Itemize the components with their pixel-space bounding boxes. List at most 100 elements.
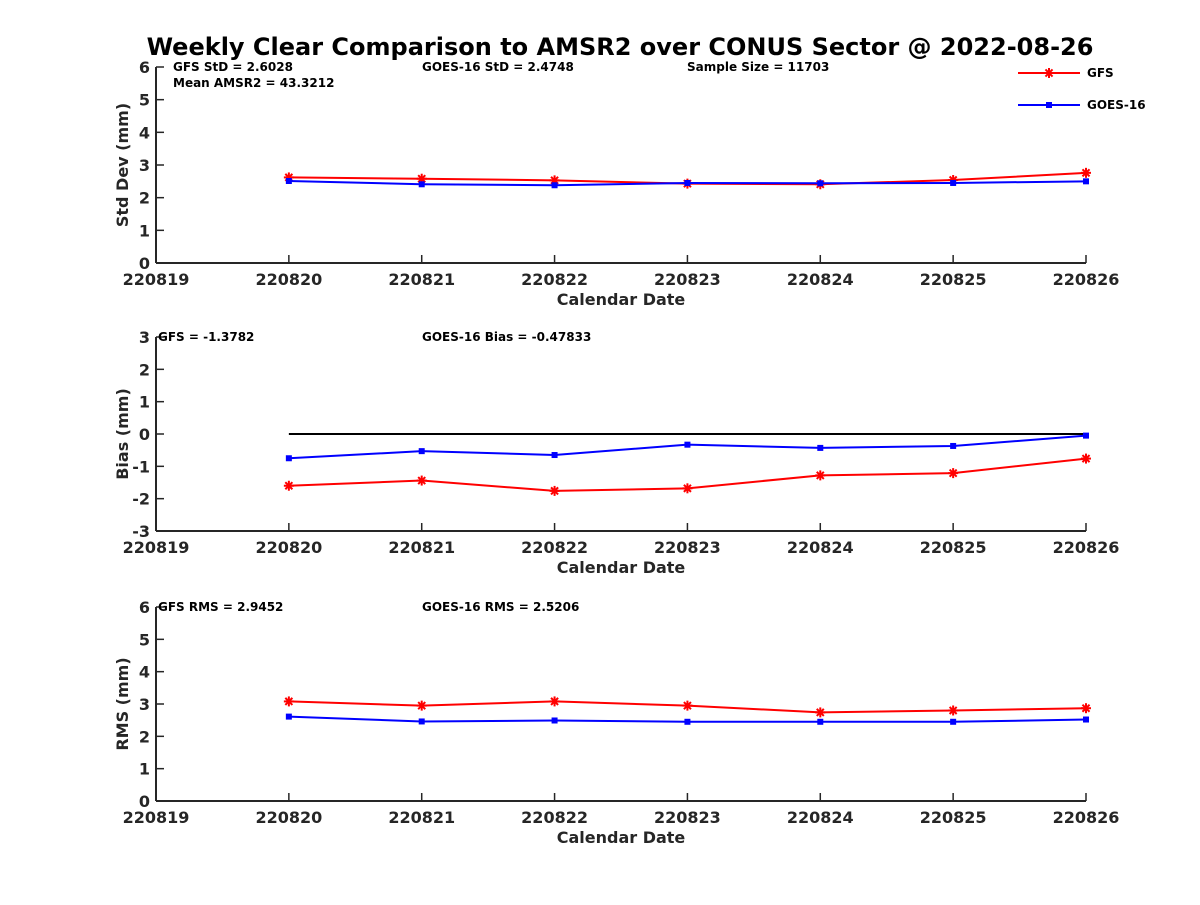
rms-point-goes-16: [1083, 716, 1089, 723]
stddev-ylabel: Std Dev (mm): [113, 103, 132, 227]
bias-ytick-label: -3: [132, 522, 150, 541]
stddev-series-goes-16: [285, 178, 1089, 189]
rms-point-gfs: [549, 696, 560, 707]
stddev-ytick-label: 4: [139, 123, 150, 142]
rms-ytick-label: 1: [139, 760, 150, 779]
stddev-point-goes-16: [1083, 178, 1089, 185]
stddev-point-goes-16: [418, 181, 425, 188]
rms-xtick-label: 220825: [920, 808, 987, 827]
bias-xtick-label: 220822: [521, 538, 588, 557]
rms-point-goes-16: [285, 713, 292, 720]
bias-point-gfs: [416, 475, 427, 486]
bias-xlabel: Calendar Date: [557, 558, 686, 577]
bias-point-goes-16: [684, 441, 691, 448]
rms-point-goes-16: [950, 718, 957, 725]
stddev-ytick-label: 1: [139, 221, 150, 240]
bias-point-gfs: [283, 480, 294, 491]
rms-xtick-label: 220826: [1053, 808, 1120, 827]
rms-point-goes-16: [684, 718, 691, 725]
bias-annotation: GFS = -1.3782: [158, 330, 254, 344]
stddev-xtick-label: 220823: [654, 270, 721, 289]
bias-point-goes-16: [817, 444, 824, 451]
bias-point-gfs: [1081, 453, 1091, 464]
chart-title: Weekly Clear Comparison to AMSR2 over CO…: [147, 33, 1094, 61]
bias-ytick-label: -1: [132, 457, 150, 476]
rms-ytick-label: 3: [139, 695, 150, 714]
rms-point-goes-16: [817, 718, 824, 725]
legend-label: GOES-16: [1087, 98, 1146, 112]
rms-ytick-label: 5: [139, 630, 150, 649]
rms-xtick-label: 220820: [255, 808, 322, 827]
stddev-xtick-label: 220824: [787, 270, 854, 289]
bias-point-goes-16: [285, 455, 292, 462]
bias-ytick-label: 1: [139, 393, 150, 412]
bias-point-goes-16: [950, 442, 957, 449]
stddev-point-goes-16: [285, 178, 292, 185]
rms-xtick-label: 220824: [787, 808, 854, 827]
bias-xtick-label: 220819: [123, 538, 190, 557]
rms-point-gfs: [283, 696, 294, 707]
rms-xtick-label: 220819: [123, 808, 190, 827]
stddev-xtick-label: 220825: [920, 270, 987, 289]
legend-marker: [1046, 102, 1052, 108]
stddev-ytick-label: 5: [139, 91, 150, 110]
legend-entry-goes-16: GOES-16: [1018, 98, 1146, 112]
stddev-xtick-label: 220821: [388, 270, 455, 289]
rms-xlabel: Calendar Date: [557, 828, 686, 847]
stddev-point-goes-16: [950, 179, 957, 186]
bias-point-gfs: [948, 468, 959, 479]
stddev-xtick-label: 220822: [521, 270, 588, 289]
rms-point-goes-16: [418, 718, 425, 725]
bias-point-goes-16: [418, 448, 425, 455]
stddev-annotation: GOES-16 StD = 2.4748: [422, 60, 574, 74]
stddev-series-gfs: [283, 167, 1091, 190]
bias-xtick-label: 220821: [388, 538, 455, 557]
rms-annotation: GFS RMS = 2.9452: [158, 600, 283, 614]
bias-xtick-label: 220825: [920, 538, 987, 557]
bias-ytick-label: 3: [139, 328, 150, 347]
rms-point-gfs: [815, 707, 826, 718]
rms-series-gfs: [283, 696, 1091, 718]
rms-ytick-label: 6: [139, 598, 150, 617]
rms-point-gfs: [682, 700, 693, 711]
rms-ytick-label: 2: [139, 727, 150, 746]
stddev-xtick-label: 220826: [1053, 270, 1120, 289]
bias-series-goes-16: [285, 432, 1089, 462]
rms-series-goes-16: [285, 713, 1089, 725]
bias-point-gfs: [815, 470, 826, 481]
bias-annotation: GOES-16 Bias = -0.47833: [422, 330, 591, 344]
bias-point-gfs: [682, 483, 693, 494]
stddev-point-gfs: [1081, 167, 1091, 178]
stddev-annotation: Sample Size = 11703: [687, 60, 829, 74]
rms-ytick-label: 0: [139, 792, 150, 811]
bias-point-goes-16: [551, 452, 558, 459]
legend-marker: [1044, 68, 1054, 78]
bias-ylabel: Bias (mm): [113, 388, 132, 480]
stddev-ytick-label: 0: [139, 254, 150, 273]
bias-ytick-label: -2: [132, 490, 150, 509]
bias-point-gfs: [549, 485, 560, 496]
stddev-point-goes-16: [684, 179, 691, 186]
rms-point-goes-16: [551, 717, 558, 724]
rms-xtick-label: 220823: [654, 808, 721, 827]
rms-panel: 0 1 2 3 4 5 6 220819 220820 220821 220822 220823 220…: [113, 598, 1119, 847]
stddev-panel: 0 1 2 3 4 5 6 220819 220820 220821 220822 220823 220…: [113, 58, 1119, 309]
rms-annotation: GOES-16 RMS = 2.5206: [422, 600, 579, 614]
stddev-xtick-label: 220819: [123, 270, 190, 289]
stddev-ytick-label: 2: [139, 189, 150, 208]
bias-point-goes-16: [1083, 432, 1089, 439]
rms-ylabel: RMS (mm): [113, 657, 132, 750]
bias-xtick-label: 220820: [255, 538, 322, 557]
legend: GFS GOES-16: [1018, 66, 1146, 112]
rms-ytick-label: 4: [139, 663, 150, 682]
bias-xtick-label: 220826: [1053, 538, 1120, 557]
stddev-point-goes-16: [817, 180, 824, 187]
bias-xtick-label: 220823: [654, 538, 721, 557]
legend-entry-gfs: GFS: [1018, 66, 1114, 80]
rms-point-gfs: [948, 705, 959, 716]
rms-point-gfs: [1081, 703, 1091, 714]
stddev-annotation: Mean AMSR2 = 43.3212: [173, 76, 334, 90]
bias-ytick-label: 0: [139, 425, 150, 444]
